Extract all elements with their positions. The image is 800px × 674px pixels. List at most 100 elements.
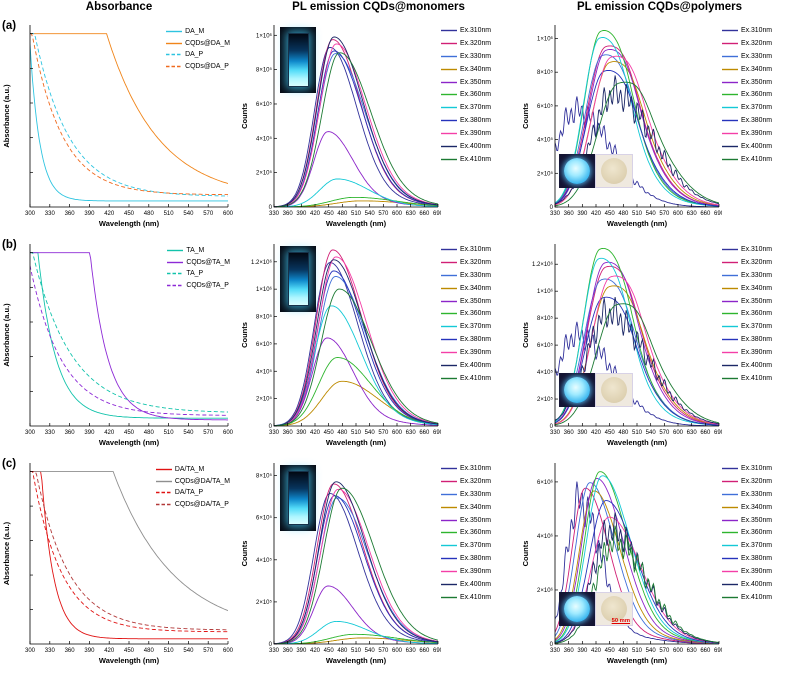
legend-label: Ex.330nm (460, 52, 492, 60)
legend-label: Ex.330nm (741, 271, 773, 279)
glowing-cuvette (287, 471, 309, 525)
x-axis-label: Wavelength (nm) (99, 656, 160, 665)
x-tick-label: 390 (84, 211, 95, 217)
legend-label: Ex.370nm (460, 542, 492, 550)
x-tick-label: 510 (164, 430, 175, 436)
glowing-cuvette (287, 33, 309, 87)
legend-line-swatch (166, 31, 183, 33)
y-axis-label: Counts (240, 322, 249, 348)
legend-line-swatch (441, 248, 457, 251)
legend-entry-ex-310nm: Ex.310nm (722, 462, 800, 475)
series-ex-400nm (274, 259, 438, 426)
uv-cuvette-photo-inset (280, 27, 316, 93)
series-ex-380nm (274, 50, 438, 207)
x-tick-label: 390 (577, 211, 588, 217)
legend-entry-ex-310nm: Ex.310nm (441, 462, 519, 475)
x-tick-label: 450 (324, 648, 335, 654)
x-tick-label: 540 (365, 430, 376, 436)
legend-label: Ex.400nm (460, 361, 492, 369)
x-tick-label: 570 (203, 211, 214, 217)
legend-entry-ex-390nm: Ex.390nm (722, 565, 800, 578)
y-axis-label: Counts (521, 322, 530, 348)
legend-line-swatch (722, 557, 738, 560)
legend-label: Ex.310nm (741, 464, 773, 472)
legend-entry-ex-340nm: Ex.340nm (722, 63, 800, 76)
legend-entry-ex-350nm: Ex.350nm (722, 295, 800, 308)
legend-label: Ex.350nm (460, 78, 492, 86)
series-ex-370nm (555, 37, 719, 207)
legend-entry-ex-320nm: Ex.320nm (441, 475, 519, 488)
legend-entry-da-ta-m: DA/TA_M (155, 465, 230, 475)
legend-label: Ex.410nm (460, 593, 492, 601)
legend-entry-cqds-ta-m: CQDs@TA_M (167, 258, 230, 268)
legend-line-swatch (441, 132, 457, 135)
legend-entry-ex-340nm: Ex.340nm (722, 501, 800, 514)
x-tick-label: 360 (283, 211, 294, 217)
legend-entry-ex-390nm: Ex.390nm (722, 127, 800, 140)
legend-entry-ex-410nm: Ex.410nm (441, 372, 519, 385)
x-tick-label: 600 (392, 211, 403, 217)
legend-line-swatch (722, 570, 738, 573)
x-tick-label: 690 (433, 211, 441, 217)
legend-entry-ex-360nm: Ex.360nm (441, 307, 519, 320)
legend-line-swatch (722, 158, 738, 161)
legend-entry-ex-330nm: Ex.330nm (441, 269, 519, 282)
legend-entry-ex-370nm: Ex.370nm (722, 101, 800, 114)
glowing-cuvette (287, 252, 309, 306)
legend-line-swatch (441, 107, 457, 109)
legend-line-swatch (441, 364, 457, 367)
series-ex-380nm (555, 500, 719, 644)
beige-disc (601, 596, 627, 622)
y-tick-label: 4×10⁵ (256, 368, 273, 375)
uv-cuvette-photo-inset (280, 465, 316, 531)
polymer-discs-photo-inset (559, 373, 633, 407)
legend-label: CQDs@DA/TA_M (174, 477, 230, 485)
legend-line-swatch (441, 119, 457, 122)
legend-line-swatch (441, 287, 457, 289)
y-tick-label: 4×10⁶ (537, 533, 554, 540)
y-tick-label: 1.2×10⁶ (532, 261, 554, 268)
x-tick-label: 390 (296, 430, 307, 436)
legend-label: CQDs@TA_M (186, 258, 230, 266)
legend-line-swatch (722, 364, 738, 367)
series-ex-370nm (274, 305, 438, 426)
y-tick-label: 4×10⁵ (537, 137, 554, 144)
row-label-b: (b) (2, 239, 17, 251)
pl-legend-b-monomers: Ex.310nm Ex.320nm Ex.330nm Ex.340nm Ex.350nm… (441, 243, 519, 385)
uv-cuvette-photo-inset (280, 246, 316, 312)
legend-entry-da-p: DA_P (166, 50, 230, 60)
daylight-disc-photo (595, 154, 633, 188)
legend-label: Ex.340nm (741, 284, 773, 292)
x-tick-label: 510 (351, 430, 362, 436)
legend-label: Ex.360nm (460, 310, 492, 318)
x-tick-label: 420 (310, 211, 321, 217)
uv-disc-photo (559, 154, 595, 188)
legend-label: Ex.320nm (741, 258, 773, 266)
y-tick-label: 2×10⁵ (537, 170, 554, 177)
x-tick-label: 660 (419, 430, 430, 436)
legend-label: Ex.310nm (741, 26, 773, 34)
legend-label: Ex.340nm (741, 503, 773, 511)
legend-line-swatch (722, 300, 738, 302)
legend-entry-ex-310nm: Ex.310nm (722, 243, 800, 256)
series-ex-310nm (274, 493, 438, 644)
legend-label: Ex.400nm (741, 580, 773, 588)
y-tick-label: 6×10⁵ (256, 341, 273, 348)
legend-line-swatch (441, 545, 457, 547)
pl-legend-a-monomers: Ex.310nm Ex.320nm Ex.330nm Ex.340nm Ex.350nm… (441, 24, 519, 166)
legend-label: Ex.410nm (460, 155, 492, 163)
x-tick-label: 690 (433, 430, 441, 436)
polymer-discs-photo-inset (559, 154, 633, 188)
legend-line-swatch (167, 261, 184, 263)
legend-label: Ex.390nm (460, 349, 492, 357)
series-cqds-da-ta-m (30, 471, 228, 612)
legend-label: Ex.310nm (460, 245, 492, 253)
x-tick-label: 360 (65, 211, 76, 217)
x-tick-label: 360 (283, 648, 294, 654)
x-tick-label: 540 (646, 430, 657, 436)
x-tick-label: 690 (433, 648, 441, 654)
x-tick-label: 660 (419, 648, 430, 654)
legend-entry-ex-310nm: Ex.310nm (722, 24, 800, 37)
